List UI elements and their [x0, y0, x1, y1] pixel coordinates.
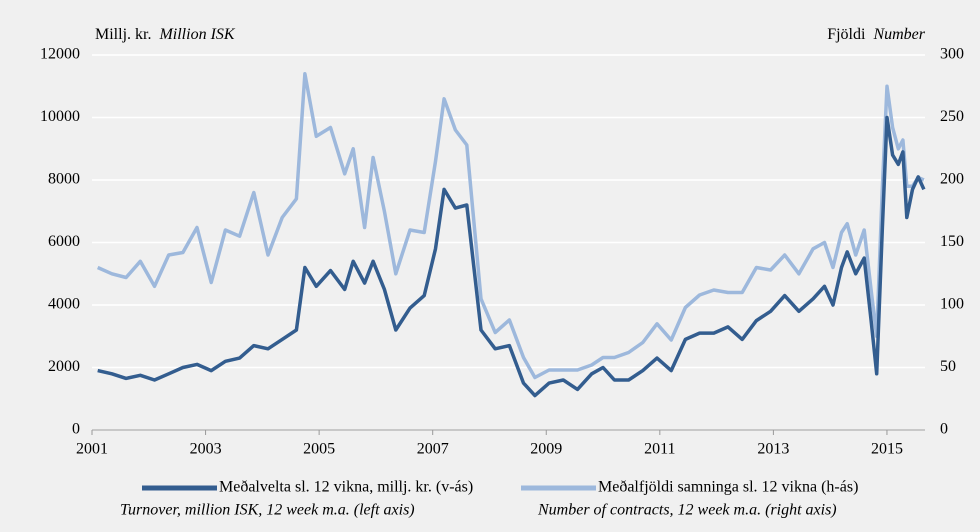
y2-label-en: Number — [872, 26, 925, 43]
series-line — [96, 72, 925, 380]
y2-tick-label: 200 — [940, 171, 964, 188]
y-tick-label: 10000 — [40, 108, 80, 125]
x-tick-label: 2009 — [530, 441, 562, 458]
y-tick-label: 8000 — [48, 171, 80, 188]
x-tick-label: 2011 — [644, 441, 675, 458]
x-tick-label: 2013 — [757, 441, 789, 458]
y2-axis-label: Fjöldi Number — [827, 26, 926, 43]
y2-tick-label: 0 — [940, 421, 948, 438]
legend-label: Meðalvelta sl. 12 vikna, millj. kr. (v-á… — [219, 479, 473, 496]
x-tick-label: 2005 — [303, 441, 335, 458]
y2-tick-label: 150 — [940, 233, 964, 250]
x-tick-label: 2007 — [417, 441, 449, 458]
legend-description: Number of contracts, 12 week m.a. (right… — [537, 502, 837, 519]
y-axis-label: Millj. kr. Million ISK — [95, 26, 236, 43]
y-tick-label: 4000 — [48, 296, 80, 313]
series-line — [97, 115, 926, 398]
legend-label: Meðalfjöldi samninga sl. 12 vikna (h-ás) — [598, 479, 858, 496]
y2-label-is: Fjöldi — [827, 26, 866, 43]
y2-tick-label: 300 — [940, 46, 964, 63]
y-tick-label: 0 — [72, 421, 80, 438]
y-tick-label: 12000 — [40, 46, 80, 63]
y2-tick-label: 250 — [940, 108, 964, 125]
x-tick-label: 2001 — [76, 441, 108, 458]
y2-tick-label: 50 — [940, 358, 956, 375]
y-label-is: Millj. kr. — [95, 26, 151, 43]
y2-tick-label: 100 — [940, 296, 964, 313]
legend-description: Turnover, million ISK, 12 week m.a. (lef… — [120, 502, 415, 519]
x-tick-label: 2015 — [871, 441, 903, 458]
x-tick-label: 2003 — [190, 441, 222, 458]
y-tick-label: 2000 — [48, 358, 80, 375]
y-tick-label: 6000 — [48, 233, 80, 250]
y-label-en: Million ISK — [158, 26, 235, 43]
